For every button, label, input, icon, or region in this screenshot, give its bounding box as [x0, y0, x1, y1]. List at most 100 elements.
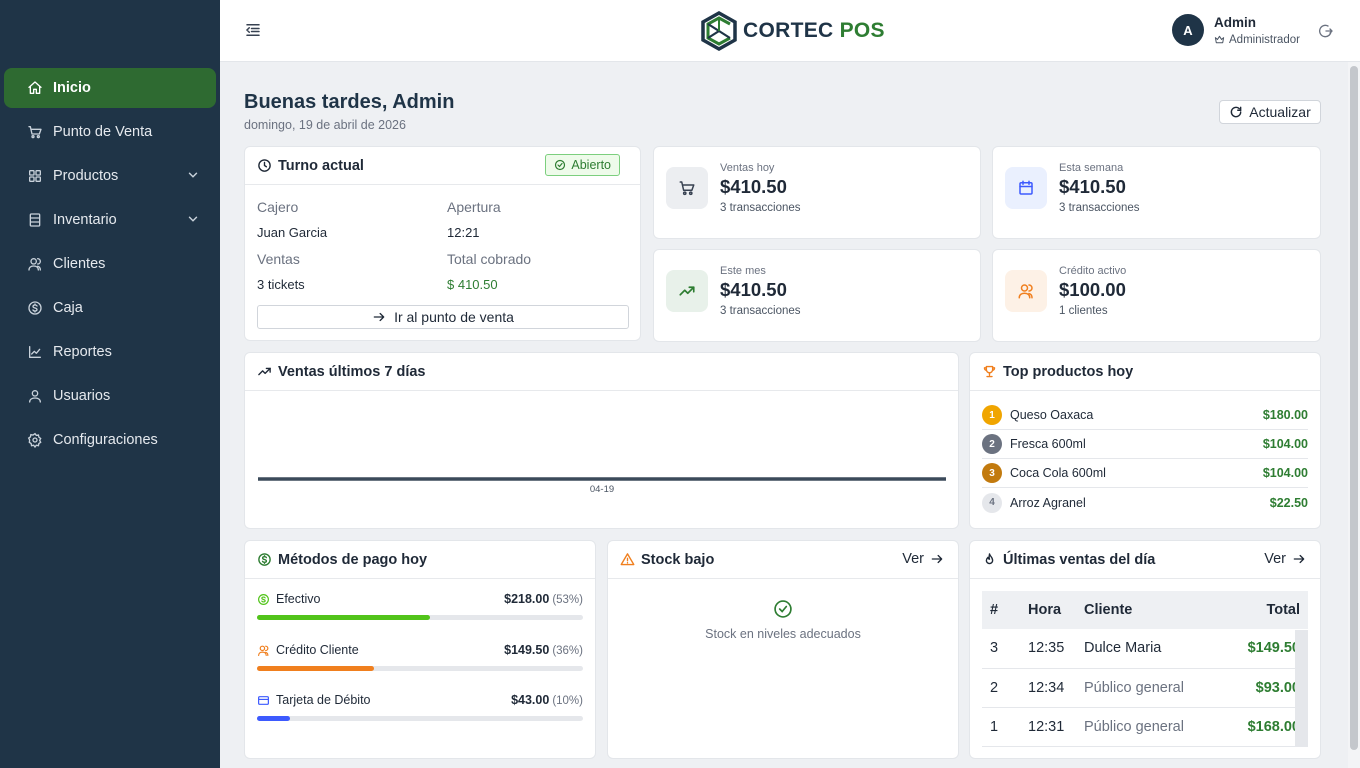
column-header[interactable]: Total [1200, 591, 1308, 629]
payment-row-credit: Crédito Cliente $149.50 (36%) [257, 642, 583, 671]
rank-badge: 3 [982, 463, 1002, 483]
home-icon [28, 81, 42, 94]
payment-amount: $218.00 (53%) [504, 592, 583, 606]
stat-value: $100.00 [1059, 279, 1126, 300]
crown-icon [1214, 35, 1225, 44]
topbar: CORTEC POS A Admin Administrador [220, 0, 1360, 62]
stat-sub: 3 transacciones [720, 305, 801, 317]
product-amount: $104.00 [1262, 466, 1308, 480]
payment-methods-title: Métodos de pago hoy [278, 551, 428, 568]
column-header[interactable]: Cliente [1084, 591, 1200, 629]
rank-badge: 2 [982, 434, 1002, 454]
sidebar-item-caja[interactable]: Caja [4, 288, 216, 328]
check-circle-icon [774, 600, 792, 618]
users-icon [1018, 284, 1033, 299]
list-item[interactable]: 4 Arroz Agranel $22.50 [982, 488, 1308, 517]
view-link-label: Ver [1264, 551, 1286, 567]
user-info: Admin Administrador [1214, 15, 1300, 46]
sidebar-item-label: Productos [53, 168, 119, 184]
sidebar-item-clientes[interactable]: Clientes [4, 244, 216, 284]
sale-total: $93.00 [1200, 668, 1308, 708]
inventory-icon [29, 213, 41, 227]
stat-value: $410.50 [1059, 176, 1126, 197]
low-stock-empty-message: Stock en niveles adecuados [705, 627, 861, 641]
sidebar-item-productos[interactable]: Productos [4, 156, 216, 196]
total-label: Total cobrado [447, 251, 532, 267]
page-scrollbar[interactable] [1348, 62, 1360, 768]
stat-icon-box [1005, 270, 1047, 312]
table-row[interactable]: 3 12:35 Dulce Maria $149.50 [982, 629, 1308, 669]
shift-title: Turno actual [278, 157, 364, 174]
sidebar-item-inicio[interactable]: Inicio [4, 68, 216, 108]
sidebar-item-usuarios[interactable]: Usuarios [4, 376, 216, 416]
recent-sales-view-link[interactable]: Ver [1264, 551, 1306, 567]
refresh-icon [1230, 106, 1242, 118]
sidebar-item-configuraciones[interactable]: Configuraciones [4, 420, 216, 460]
sidebar-item-punto-de-venta[interactable]: Punto de Venta [4, 112, 216, 152]
sidebar-item-label: Inventario [53, 212, 117, 228]
stat-value: $410.50 [720, 279, 787, 300]
opening-label: Apertura [447, 199, 501, 215]
scrollbar-thumb[interactable] [1350, 66, 1358, 750]
low-stock-view-link[interactable]: Ver [902, 551, 944, 567]
low-stock-header: Stock bajo Ver [608, 541, 958, 579]
payment-name: Crédito Cliente [276, 643, 359, 657]
sidebar-item-label: Inicio [53, 80, 91, 96]
sidebar: Inicio Punto de Venta Productos Inventar… [0, 0, 220, 768]
table-header-row: # Hora Cliente Total [982, 591, 1308, 629]
user-role: Administrador [1214, 34, 1300, 46]
progress-bar [257, 666, 583, 671]
column-header[interactable]: Hora [1028, 591, 1084, 629]
sale-client: Público general [1084, 707, 1200, 747]
chevron-down-icon [188, 172, 198, 178]
stat-card-credit: Crédito activo $100.00 1 clientes [992, 249, 1321, 342]
sale-id: 3 [982, 629, 1028, 669]
payment-amount: $43.00 (10%) [511, 693, 583, 707]
sales-label: Ventas [257, 251, 300, 267]
list-item[interactable]: 1 Queso Oaxaca $180.00 [982, 401, 1308, 430]
table-row[interactable]: 1 12:31 Público general $168.00 [982, 707, 1308, 747]
table-row[interactable]: 2 12:34 Público general $93.00 [982, 668, 1308, 708]
sales-chart-title: Ventas últimos 7 días [278, 363, 426, 380]
menu-collapse-icon[interactable] [244, 21, 262, 39]
go-to-pos-button[interactable]: Ir al punto de venta [257, 305, 629, 329]
list-item[interactable]: 2 Fresca 600ml $104.00 [982, 430, 1308, 459]
sale-total: $168.00 [1200, 707, 1308, 747]
sidebar-nav: Inicio Punto de Venta Productos Inventar… [4, 68, 216, 464]
stat-value: $410.50 [720, 176, 787, 197]
payment-name: Tarjeta de Débito [276, 693, 371, 707]
column-header[interactable]: # [982, 591, 1028, 629]
sidebar-item-inventario[interactable]: Inventario [4, 200, 216, 240]
progress-bar [257, 716, 583, 721]
stat-sub: 3 transacciones [720, 202, 801, 214]
low-stock-card: Stock bajo Ver Stock en niveles adecuado… [607, 540, 959, 759]
chart-line-icon [29, 346, 41, 358]
table-scrollbar[interactable] [1295, 630, 1308, 747]
stat-icon-box [666, 167, 708, 209]
sidebar-item-reportes[interactable]: Reportes [4, 332, 216, 372]
recent-sales-header: Últimas ventas del día Ver [970, 541, 1320, 579]
page-date: domingo, 19 de abril de 2026 [244, 118, 406, 132]
payment-row-cash: Efectivo $218.00 (53%) [257, 591, 583, 620]
user-role-text: Administrador [1229, 33, 1300, 46]
status-text: Abierto [571, 158, 611, 172]
user-name: Admin [1214, 14, 1256, 30]
brand-logo[interactable]: CORTEC POS [700, 11, 885, 51]
dollar-circle-icon [258, 553, 271, 566]
payment-name: Efectivo [276, 592, 321, 606]
trend-up-icon [679, 286, 695, 296]
sale-time: 12:34 [1028, 668, 1084, 708]
stat-label: Esta semana [1059, 162, 1124, 174]
user-menu[interactable]: A Admin Administrador [1172, 14, 1300, 46]
total-value: $ 410.50 [447, 277, 498, 292]
x-tick-label: 04-19 [590, 484, 614, 495]
list-item[interactable]: 3 Coca Cola 600ml $104.00 [982, 459, 1308, 488]
stat-sub: 1 clientes [1059, 305, 1108, 317]
page-title: Buenas tardes, Admin [244, 91, 455, 113]
refresh-button[interactable]: Actualizar [1219, 100, 1321, 124]
progress-fill [257, 666, 375, 671]
logout-icon[interactable] [1318, 23, 1334, 39]
stat-icon-box [1005, 167, 1047, 209]
product-name: Queso Oaxaca [1010, 408, 1094, 422]
check-circle-icon [555, 159, 566, 171]
